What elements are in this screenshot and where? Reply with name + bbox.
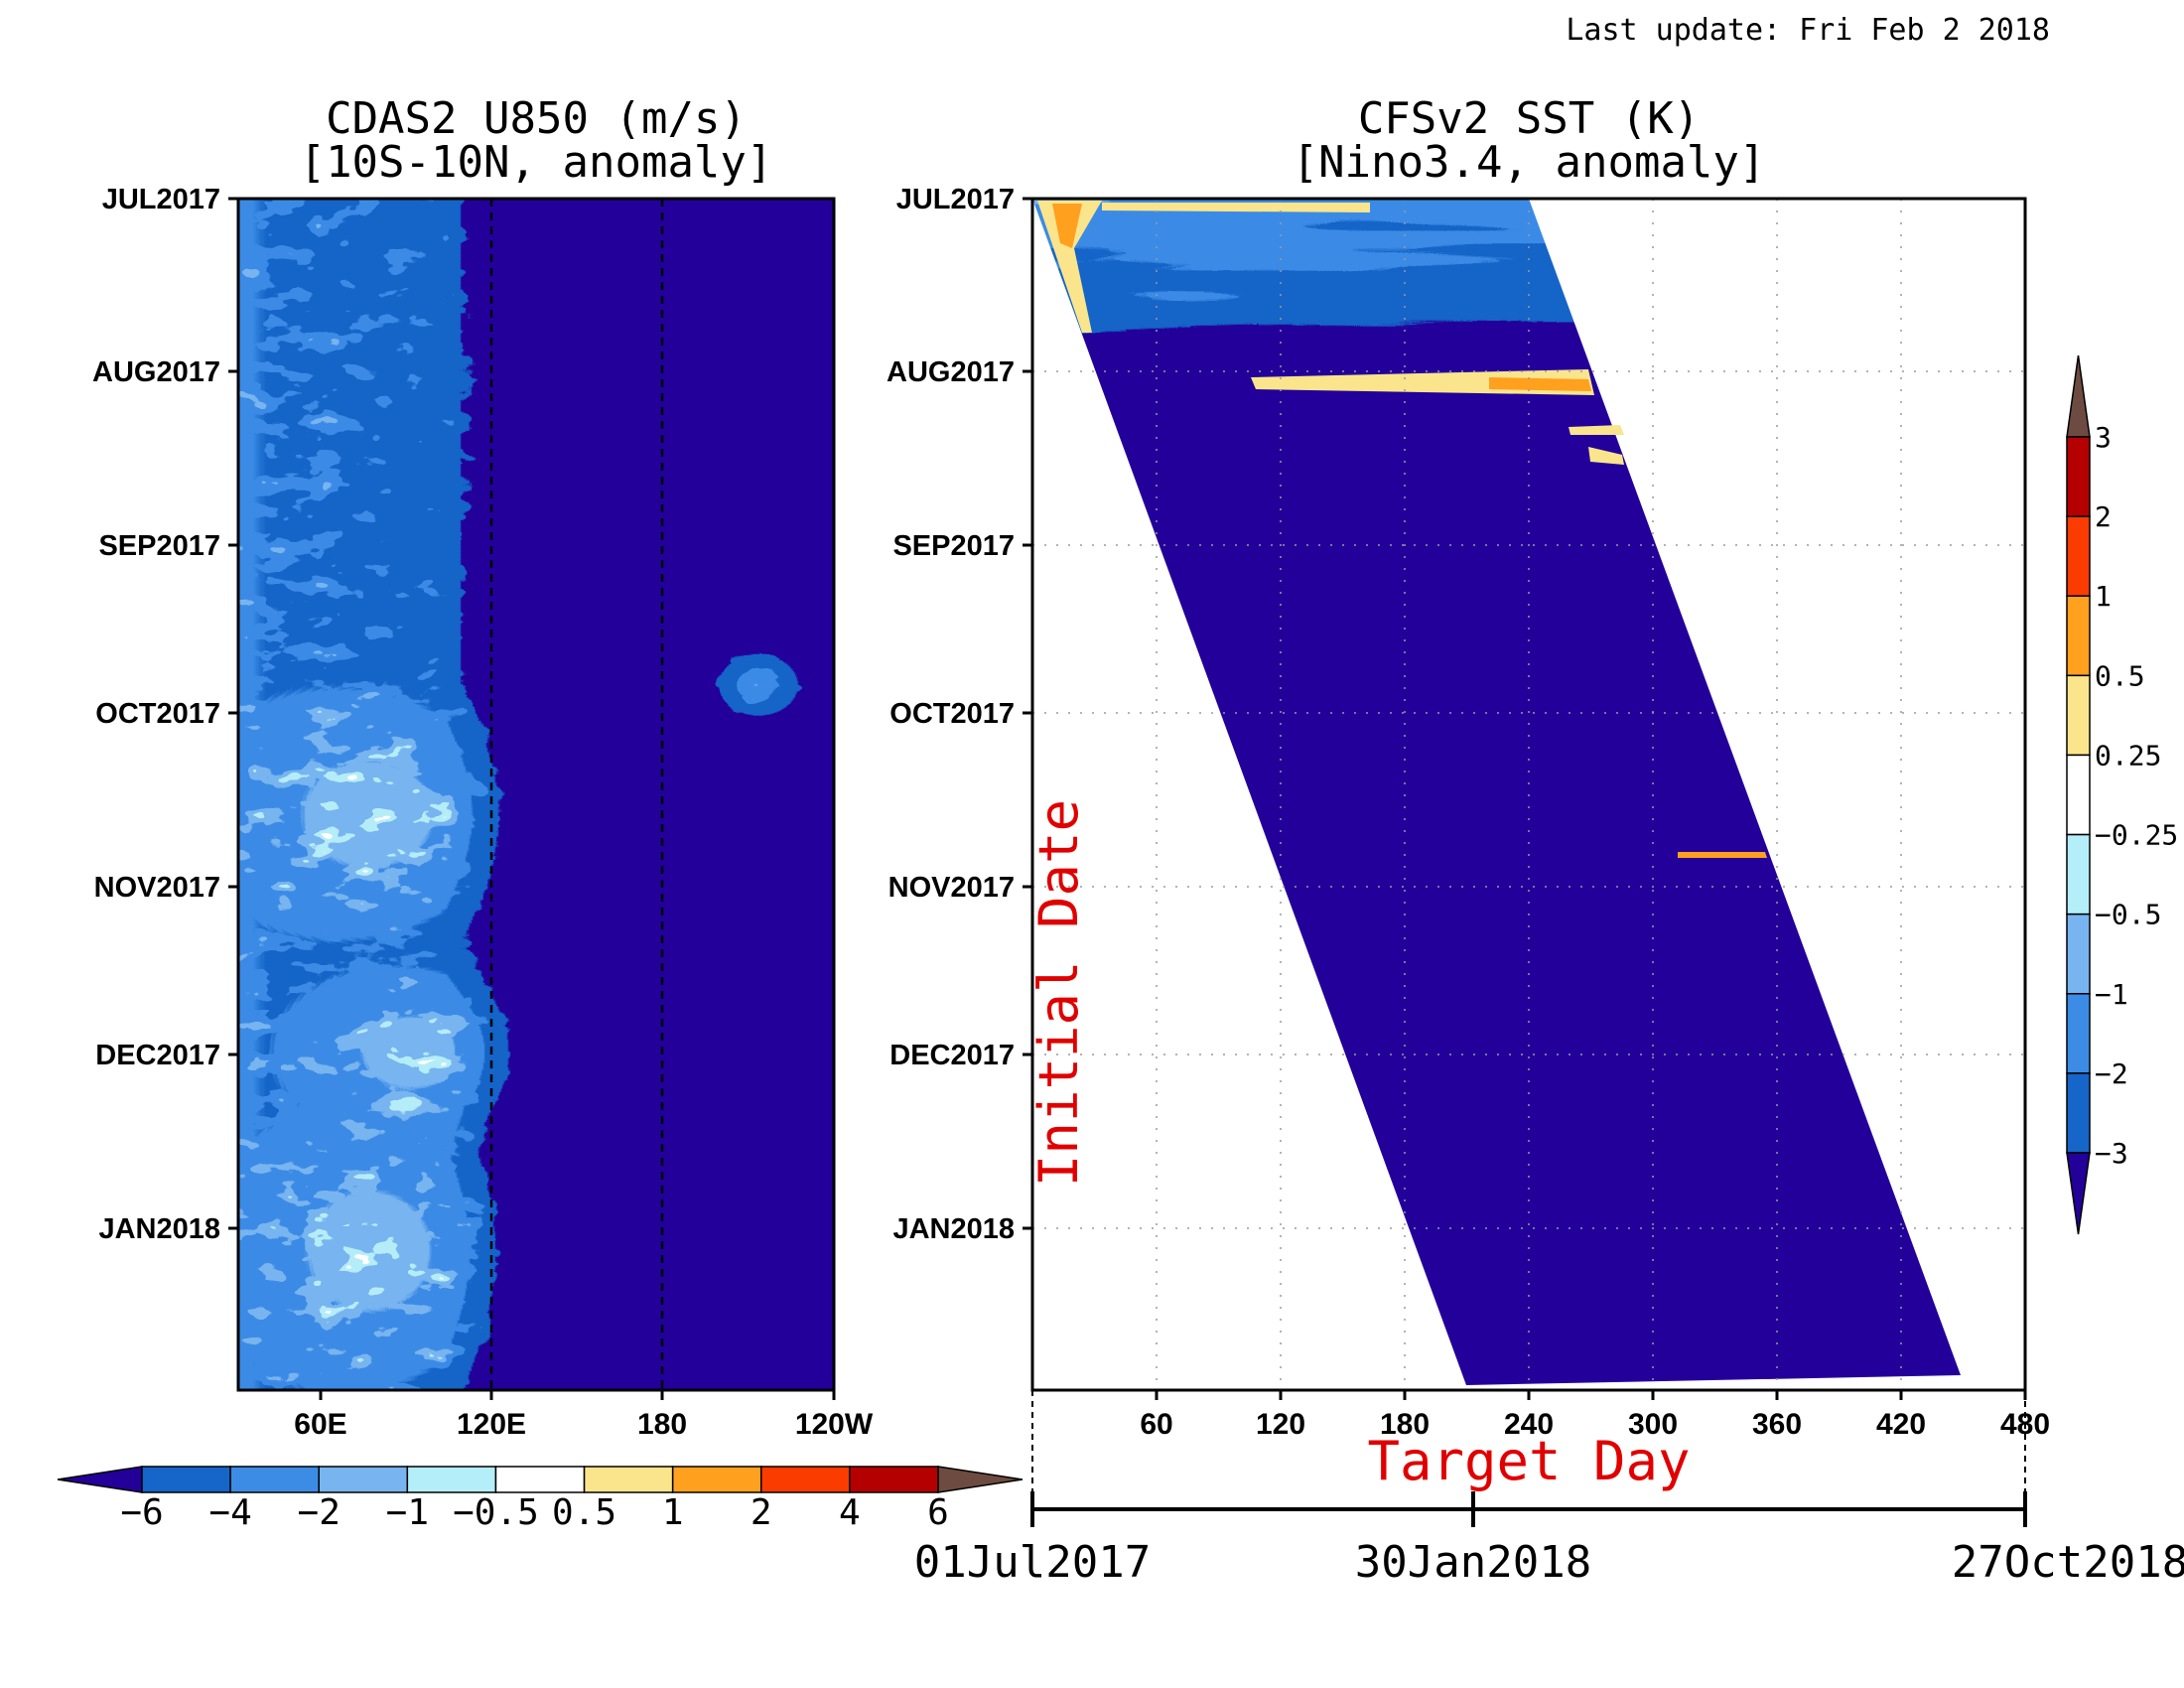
colorbar-box — [849, 1466, 939, 1493]
colorbar-tick-label: 4 — [839, 1492, 861, 1533]
sst-xtick-label: 360 — [1752, 1408, 1802, 1441]
colorbar-tick-label: −6 — [120, 1492, 163, 1533]
sst-warm-patch — [1052, 204, 1082, 248]
colorbar-box — [141, 1466, 231, 1493]
colorbar-box — [583, 1466, 674, 1493]
u850-xtick-label: 180 — [637, 1408, 687, 1441]
colorbar-extend-low — [2066, 1152, 2091, 1235]
u850-title-line1: CDAS2 U850 (m/s) — [326, 93, 747, 144]
colorbar-tick-label: 2 — [751, 1492, 772, 1533]
colorbar-box — [2066, 436, 2091, 517]
sst-xtick-label: 300 — [1628, 1408, 1678, 1441]
colorbar-box — [2066, 1072, 2091, 1154]
sst-xtick-label: 240 — [1504, 1408, 1554, 1441]
colorbar-tick-label: −0.25 — [2095, 819, 2178, 852]
colorbar-box — [2066, 754, 2091, 836]
colorbar-box — [229, 1466, 320, 1493]
colorbar-tick-label: 1 — [2095, 580, 2112, 613]
colorbar-tick-label: −1 — [2095, 978, 2128, 1011]
colorbar-tick-label: −3 — [2095, 1137, 2128, 1170]
sst-x-ticks: 60 120 180 240 300 360 420 480 — [1140, 1390, 2050, 1441]
sst-ytick-label: SEP2017 — [892, 530, 1015, 562]
sst-warm-patch — [1037, 201, 1102, 333]
sst-ytick-label: JAN2018 — [892, 1213, 1015, 1245]
sst-grid — [1032, 199, 2025, 1390]
colorbar-tick-label: 6 — [927, 1492, 949, 1533]
colorbar-tick-label: 0.25 — [2095, 739, 2161, 772]
colorbar-box — [2066, 515, 2091, 597]
u850-ytick-label: DEC2017 — [95, 1040, 220, 1071]
sst-ytick-label: OCT2017 — [889, 698, 1015, 730]
u850-colorbar: −6 −4 −2 −1 −0.5 0.5 1 2 4 6 — [57, 1466, 1024, 1533]
u850-ytick-label: JUL2017 — [102, 184, 220, 215]
u850-field — [238, 199, 834, 1390]
colorbar-tick-label: 1 — [662, 1492, 684, 1533]
colorbar-tick-label: −0.5 — [2095, 899, 2161, 931]
colorbar-box — [2066, 674, 2091, 757]
sst-y-ticks: JUL2017 AUG2017 SEP2017 OCT2017 NOV2017 … — [887, 184, 1032, 1245]
sst-colorbar: −3 −2 −1 −0.5 −0.25 0.25 0.5 1 2 3 — [2066, 354, 2178, 1235]
u850-ytick-label: JAN2018 — [98, 1213, 220, 1245]
bottom-date-axis: 01Jul2017 30Jan2018 27Oct2018 — [914, 1390, 2184, 1588]
u850-x-ticks: 60E 120E 180 120W — [294, 1390, 874, 1441]
colorbar-box — [318, 1466, 409, 1493]
colorbar-box — [494, 1466, 586, 1493]
u850-xtick-label: 120W — [795, 1408, 874, 1441]
colorbar-tick-label: 2 — [2095, 500, 2112, 533]
u850-y-ticks: JUL2017 AUG2017 SEP2017 OCT2017 NOV2017 … — [92, 184, 238, 1245]
u850-ytick-label: NOV2017 — [94, 872, 220, 904]
sst-xtick-label: 180 — [1380, 1408, 1430, 1441]
sst-xtick-label: 420 — [1876, 1408, 1926, 1441]
colorbar-box — [760, 1466, 851, 1493]
u850-ytick-label: SEP2017 — [98, 530, 220, 562]
u850-xtick-label: 60E — [294, 1408, 346, 1441]
colorbar-box — [2066, 595, 2091, 677]
sst-ytick-label: NOV2017 — [888, 872, 1015, 904]
u850-panel: CDAS2 U850 (m/s) [10S-10N, anomaly] — [57, 93, 1024, 1533]
date-axis-label-start: 01Jul2017 — [914, 1537, 1151, 1588]
sst-warm-patch — [1489, 377, 1591, 391]
colorbar-extend-high — [2066, 354, 2091, 438]
u850-title-line2: [10S-10N, anomaly] — [300, 137, 773, 188]
colorbar-tick-label: −1 — [386, 1492, 429, 1533]
date-axis-label-end: 27Oct2018 — [1952, 1537, 2184, 1588]
colorbar-box — [406, 1466, 497, 1493]
sst-title-line2: [Nino3.4, anomaly] — [1293, 137, 1766, 188]
last-update: Last update: Fri Feb 2 2018 — [1566, 13, 2050, 48]
sst-warm-patch — [1678, 852, 1767, 858]
sst-xtick-label: 60 — [1140, 1408, 1172, 1441]
colorbar-tick-label: 0.5 — [552, 1492, 616, 1533]
sst-ytick-label: AUG2017 — [887, 356, 1015, 388]
sst-warm-patch — [1102, 203, 1370, 212]
colorbar-box — [671, 1466, 762, 1493]
colorbar-tick-label: −2 — [2095, 1057, 2128, 1090]
sst-warm-patch — [1588, 447, 1624, 465]
colorbar-box — [2066, 993, 2091, 1074]
sst-title-line1: CFSv2 SST (K) — [1358, 93, 1700, 144]
sst-ytick-label: DEC2017 — [889, 1040, 1015, 1071]
u850-frame — [236, 197, 836, 1392]
date-axis-label-mid: 30Jan2018 — [1355, 1537, 1591, 1588]
colorbar-tick-label: −2 — [298, 1492, 341, 1533]
colorbar-box — [2066, 833, 2091, 915]
sst-y-axis-label: Initial Date — [1027, 799, 1090, 1187]
sst-panel: CFSv2 SST (K) [Nino3.4, anomaly] — [887, 93, 2178, 1492]
colorbar-tick-label: −4 — [208, 1492, 251, 1533]
colorbar-tick-label: 3 — [2095, 421, 2112, 454]
sst-warm-patch — [1569, 425, 1624, 435]
sst-xtick-label: 120 — [1256, 1408, 1305, 1441]
colorbar-extend-low — [57, 1466, 143, 1493]
u850-ytick-label: OCT2017 — [95, 698, 220, 730]
sst-ytick-label: JUL2017 — [896, 184, 1015, 215]
colorbar-extend-high — [937, 1466, 1024, 1493]
colorbar-tick-label: 0.5 — [2095, 659, 2145, 692]
u850-ytick-label: AUG2017 — [92, 356, 220, 388]
u850-xtick-label: 120E — [457, 1408, 526, 1441]
colorbar-box — [2066, 913, 2091, 995]
colorbar-tick-label: −0.5 — [453, 1492, 539, 1533]
sst-x-axis-label: Target Day — [1367, 1430, 1690, 1492]
